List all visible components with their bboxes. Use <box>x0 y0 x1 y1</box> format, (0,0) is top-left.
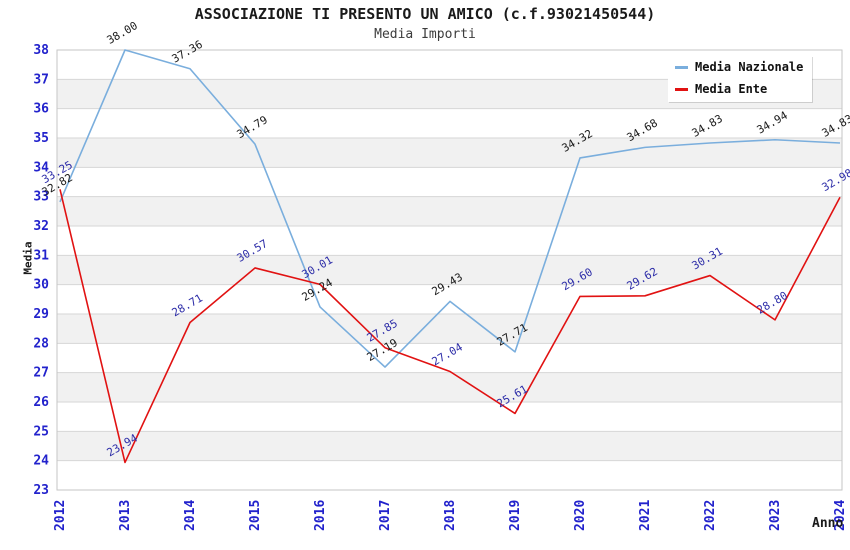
y-tick-label: 31 <box>33 248 49 263</box>
x-tick-label: 2012 <box>53 500 68 531</box>
chart-subtitle: Media Importi <box>374 27 476 42</box>
x-tick-label: 2021 <box>638 500 653 531</box>
data-label: 34.83 <box>690 112 725 140</box>
band-stripe <box>57 431 842 461</box>
y-tick-label: 35 <box>33 131 49 146</box>
x-tick-label: 2019 <box>508 500 523 531</box>
series-line-media-nazionale <box>59 49 841 368</box>
legend-label-ente: Media Ente <box>695 82 768 96</box>
y-tick-label: 34 <box>33 160 49 175</box>
nazionale-line-swatch-icon <box>675 65 688 69</box>
data-label: 38.00 <box>105 19 140 47</box>
band-stripe <box>57 372 842 402</box>
data-label: 34.79 <box>235 113 270 141</box>
legend: Media Nazionale Media Ente <box>668 56 812 102</box>
data-label: 28.80 <box>755 289 790 317</box>
data-label: 34.94 <box>755 109 791 137</box>
x-tick-label: 2022 <box>703 500 718 531</box>
x-tick-label: 2015 <box>248 500 263 531</box>
data-label: 27.04 <box>430 340 466 368</box>
y-tick-label: 24 <box>33 454 49 469</box>
series-line-media-ente <box>59 189 841 464</box>
x-axis-title: Anno <box>812 516 844 531</box>
x-tick-label: 2014 <box>183 500 198 531</box>
y-tick-label: 32 <box>33 219 49 234</box>
y-tick-label: 28 <box>33 336 49 351</box>
chart-title: ASSOCIAZIONE TI PRESENTO UN AMICO (c.f.9… <box>194 5 656 23</box>
y-tick-label: 25 <box>33 424 49 439</box>
y-tick-label: 29 <box>33 307 49 322</box>
x-tick-label: 2013 <box>118 500 133 531</box>
ente-line-swatch-icon <box>675 87 688 91</box>
legend-item-media-ente: Media Ente <box>668 78 812 100</box>
band-stripe <box>57 196 842 226</box>
y-tick-label: 23 <box>33 483 49 498</box>
y-axis-title: Media <box>21 241 35 275</box>
x-tick-label: 2017 <box>378 500 393 531</box>
y-tick-label: 37 <box>33 72 49 87</box>
y-tick-label: 30 <box>33 278 49 293</box>
x-tick-label: 2016 <box>313 500 328 531</box>
y-tick-label: 27 <box>33 366 49 381</box>
y-tick-label: 26 <box>33 395 49 410</box>
band-stripe <box>57 255 842 285</box>
legend-item-media-nazionale: Media Nazionale <box>668 56 812 78</box>
x-tick-label: 2023 <box>768 500 783 531</box>
x-tick-label: 2024 <box>833 500 848 531</box>
x-tick-label: 2018 <box>443 500 458 531</box>
y-tick-label: 36 <box>33 102 49 117</box>
data-label: 34.83 <box>820 112 850 140</box>
y-tick-label: 33 <box>33 190 49 205</box>
x-tick-label: 2020 <box>573 500 588 531</box>
legend-label-nazionale: Media Nazionale <box>695 60 804 74</box>
plot-border <box>56 49 843 491</box>
data-label: 32.98 <box>820 166 850 194</box>
data-label: 37.36 <box>170 38 205 66</box>
y-tick-label: 38 <box>33 43 49 58</box>
